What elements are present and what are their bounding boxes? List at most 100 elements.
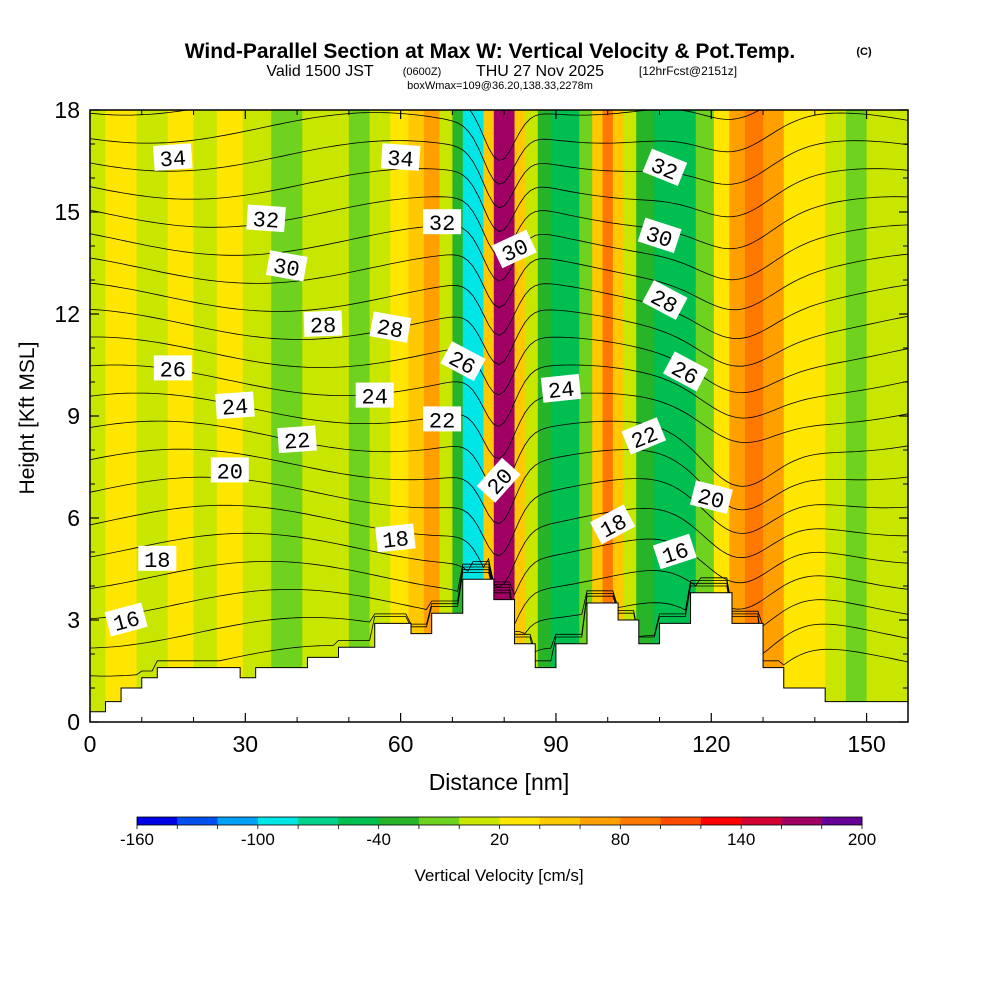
colorbar-tick-label: -40 [366,830,391,849]
contour-label-text: 24 [221,395,249,422]
colorbar-swatch [378,817,420,825]
contour-label-box [590,504,636,545]
contour-label-box [215,391,255,420]
contour-label: 22 [423,406,462,434]
contour-label-box [662,351,709,392]
colorbar-swatch [580,817,621,825]
contour-label-text: 18 [144,549,170,574]
colorbar-tick-label: 140 [727,830,755,849]
isentrope-line [90,282,908,340]
velocity-band [550,110,565,722]
contour-label-text: 20 [217,460,243,485]
velocity-band [675,110,697,722]
colorbar-swatch [257,817,299,825]
colorbar-label: Vertical Velocity [cm/s] [414,866,583,885]
velocity-band [763,110,785,722]
contour-label-text: 22 [429,409,455,434]
contour-label-box [369,311,412,343]
velocity-band [193,110,218,722]
contour-label-box [423,209,462,235]
colorbar-swatch [700,817,742,825]
contour-label-box [540,373,582,403]
contour-label-text: 20 [695,485,727,516]
contour-label-box [423,406,462,432]
velocity-band [602,110,614,722]
contour-label-text: 34 [159,147,187,174]
colorbar-swatch [741,817,782,825]
contour-label: 20 [210,457,249,485]
contour-label-box [621,417,667,455]
isentrope-line [90,561,908,626]
colorbar-swatch [338,817,380,825]
colorbar-swatch [821,817,863,825]
contour-label-text: 30 [271,254,301,283]
x-tick-label: 60 [388,731,414,757]
colorbar-tick-label: 20 [490,830,509,849]
contour-label-text: 32 [429,212,455,237]
contour-label: 30 [637,217,682,254]
isentrope-line [90,448,908,525]
velocity-band [167,110,195,722]
x-tick-label: 120 [692,731,730,757]
isentrope-line [90,168,908,232]
colorbar-swatch [620,817,662,825]
velocity-band [493,110,505,722]
subtitle-utc: (0600Z) [403,66,442,78]
contour-label-box [491,229,537,269]
velocity-band [514,110,526,722]
contour-label-text: 18 [381,527,410,555]
isentrope-line [90,336,908,396]
velocity-band [563,110,580,722]
contour-label: 24 [355,382,394,411]
velocity-band [462,110,474,722]
contour-label-box [652,533,697,570]
velocity-band [524,110,539,722]
contour-label-box [476,457,521,503]
isentrope-line [90,569,908,655]
velocity-band [744,110,764,722]
isentrope-line [90,572,908,677]
colorbar-swatch [418,817,460,825]
isentrope-line [90,140,908,209]
velocity-band [483,110,495,722]
axes: 0 30 60 90 120 150 0 3 6 9 12 15 18 [54,97,908,757]
subtitle-date: THU 27 Nov 2025 [476,63,604,80]
colorbar-swatch [177,817,219,825]
y-tick-label: 9 [67,403,80,429]
y-tick-label: 0 [67,709,80,735]
contour-label-box [153,355,192,381]
velocity-band [783,110,806,722]
x-tick-label: 30 [233,731,259,757]
title-mark: (C) [856,46,872,58]
velocity-band [866,110,894,722]
contour-label-text: 26 [160,358,186,383]
contour-label: 24 [540,373,582,405]
isentrope-line [90,110,761,162]
contour-label: 30 [265,250,308,283]
contour-label-text: 28 [375,315,405,344]
colorbar-swatch [499,817,541,825]
contour-label-box [355,382,394,408]
x-tick-label: 0 [84,731,97,757]
contour-label-box [380,143,421,171]
x-axis-label: Distance [nm] [429,769,570,795]
contour-label-text: 22 [283,429,311,456]
contour-label-box [440,341,486,382]
contour-label: 20 [689,480,733,516]
velocity-band [302,110,329,722]
contour-label-box [375,523,416,553]
contour-label-text: 28 [309,314,336,340]
velocity-band [804,110,826,722]
colorbar-swatch [660,817,702,825]
colorbar-swatch [459,817,500,825]
y-tick-label: 3 [67,607,80,633]
isentrope-line [90,532,908,596]
velocity-band [636,110,655,722]
box-info: boxWmax=109@36.20,138.33,2278m [407,80,593,92]
contour-label-box [642,280,688,320]
contour-label-box [152,143,193,171]
isentrope-line [90,224,908,282]
velocity-band [592,110,604,722]
